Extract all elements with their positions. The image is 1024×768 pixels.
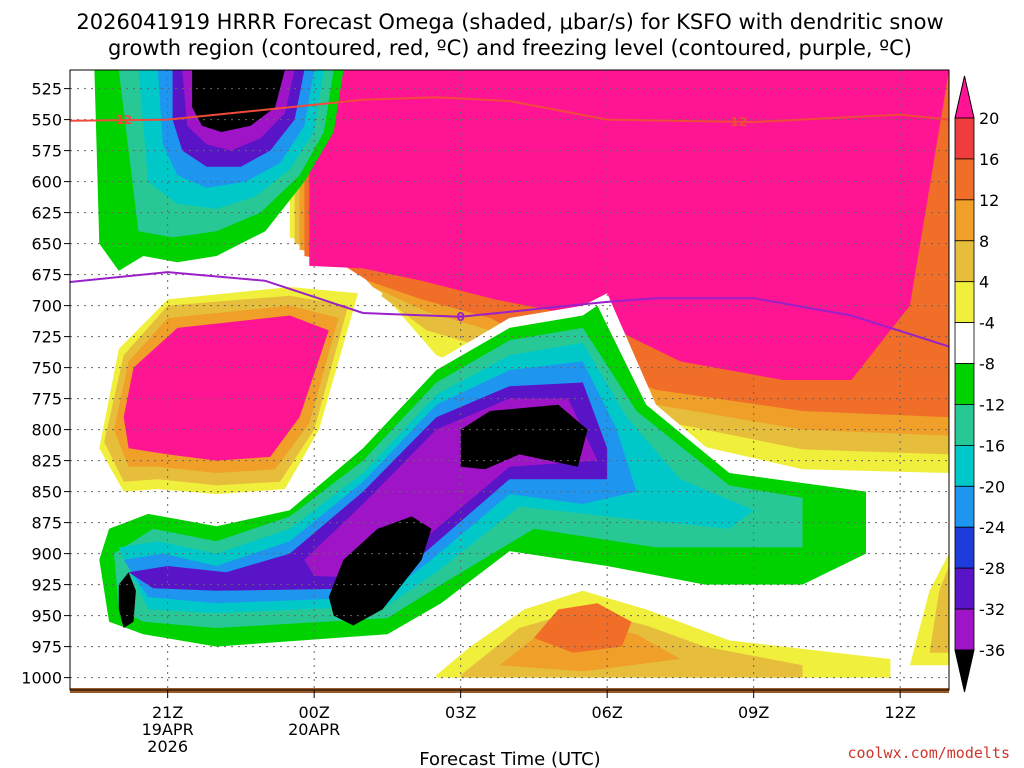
colorbar-label-2: 12 bbox=[979, 191, 999, 210]
colorbar-band-0 bbox=[954, 117, 975, 160]
colorbar-label-7: -12 bbox=[979, 395, 1005, 414]
colorbar-label-0: 20 bbox=[979, 109, 999, 128]
colorbar-band-8 bbox=[954, 444, 975, 487]
colorbar-label-5: -4 bbox=[979, 314, 995, 333]
y-tick-label-11: 800 bbox=[31, 421, 62, 440]
colorbar-band-5 bbox=[954, 322, 975, 364]
colorbar-label-11: -28 bbox=[979, 559, 1005, 578]
x-tick-label-1-0: 00Z bbox=[299, 703, 330, 722]
y-tick-label-4: 625 bbox=[31, 204, 62, 223]
contour-lines: 12 12 0 bbox=[70, 96, 949, 348]
rising-upper-core bbox=[192, 70, 285, 132]
x-tick-label-2-0: 03Z bbox=[445, 703, 476, 722]
y-tick-label-8: 725 bbox=[31, 328, 62, 347]
y-tick-label-1: 550 bbox=[31, 111, 62, 130]
colorbar-label-4: 4 bbox=[979, 273, 989, 292]
y-tick-label-5: 650 bbox=[31, 235, 62, 254]
y-tick-label-7: 700 bbox=[31, 297, 62, 316]
x-tick-label-0-2: 2026 bbox=[147, 737, 188, 756]
colorbar-label-12: -32 bbox=[979, 600, 1005, 619]
omega-shading bbox=[84, 70, 949, 678]
contour-label-0: 12 bbox=[115, 113, 132, 127]
y-tick-label-10: 775 bbox=[31, 390, 62, 409]
contour-label-2: 0 bbox=[456, 310, 464, 324]
sinking-surface-core bbox=[929, 566, 949, 653]
y-tick-label-9: 750 bbox=[31, 359, 62, 378]
y-tick-label-2: 575 bbox=[31, 142, 62, 161]
colorbar-band-12 bbox=[954, 608, 975, 651]
colorbar-band-3 bbox=[954, 240, 975, 283]
x-axis-title: Forecast Time (UTC) bbox=[419, 749, 600, 768]
chart-title-line2: growth region (contoured, red, ºC) and f… bbox=[108, 36, 912, 60]
colorbar-top-arrow bbox=[954, 75, 975, 119]
colorbar-label-10: -24 bbox=[979, 518, 1005, 537]
colorbar-label-1: 16 bbox=[979, 150, 999, 169]
colorbar-label-13: -36 bbox=[979, 641, 1005, 660]
chart-grid bbox=[70, 70, 949, 690]
colorbar-label-9: -20 bbox=[979, 477, 1005, 496]
y-tick-label-6: 675 bbox=[31, 266, 62, 285]
y-tick-label-19: 1000 bbox=[21, 669, 62, 688]
credit-link[interactable]: coolwx.com/modelts bbox=[847, 744, 1010, 762]
colorbar-band-1 bbox=[954, 158, 975, 201]
sinking-upper-core bbox=[309, 70, 949, 380]
y-tick-label-12: 825 bbox=[31, 452, 62, 471]
y-tick-label-15: 900 bbox=[31, 545, 62, 564]
x-tick-label-3-0: 06Z bbox=[592, 703, 623, 722]
colorbar-band-4 bbox=[954, 281, 975, 324]
colorbar-band-10 bbox=[954, 526, 975, 569]
sinking-low-core bbox=[533, 603, 632, 653]
rising-low-core bbox=[328, 516, 432, 626]
colorbar-band-11 bbox=[954, 567, 975, 610]
y-tick-label-17: 950 bbox=[31, 607, 62, 626]
rising-mid-core bbox=[460, 404, 588, 470]
sinking-mid-core bbox=[123, 315, 329, 461]
y-axis: 525 550 575 600 625 650 675 700 725 750 775 800 825 8… bbox=[21, 80, 70, 688]
chart-title-line1: 2026041919 HRRR Forecast Omega (shaded, … bbox=[76, 10, 943, 34]
colorbar-bottom-arrow bbox=[954, 649, 975, 693]
y-tick-label-0: 525 bbox=[31, 80, 62, 99]
x-tick-label-1-1: 20APR bbox=[288, 720, 340, 739]
contour-line-0 bbox=[70, 96, 949, 124]
colorbar-label-8: -16 bbox=[979, 436, 1005, 455]
colorbar: 20 16 12 8 4 -4 -8 -12 -16 -20 -24 -28 -32 -36 bbox=[954, 75, 1005, 693]
colorbar-band-7 bbox=[954, 404, 975, 446]
x-tick-label-0-1: 19APR bbox=[142, 720, 194, 739]
colorbar-label-3: 8 bbox=[979, 232, 989, 251]
y-tick-label-13: 850 bbox=[31, 483, 62, 502]
x-tick-label-5-0: 12Z bbox=[885, 703, 916, 722]
contour-label-1: 12 bbox=[731, 115, 748, 129]
rising-surface-core bbox=[118, 572, 136, 628]
y-tick-label-14: 875 bbox=[31, 514, 62, 533]
contour-line-1 bbox=[70, 271, 949, 348]
colorbar-band-6 bbox=[954, 363, 975, 405]
y-tick-label-3: 600 bbox=[31, 173, 62, 192]
y-tick-label-16: 925 bbox=[31, 576, 62, 595]
y-tick-label-18: 975 bbox=[31, 638, 62, 657]
colorbar-label-6: -8 bbox=[979, 355, 995, 374]
colorbar-band-2 bbox=[954, 199, 975, 242]
colorbar-band-9 bbox=[954, 485, 975, 528]
x-tick-label-4-0: 09Z bbox=[738, 703, 769, 722]
x-tick-label-0-0: 21Z bbox=[152, 703, 183, 722]
plot-frame bbox=[69, 69, 950, 691]
